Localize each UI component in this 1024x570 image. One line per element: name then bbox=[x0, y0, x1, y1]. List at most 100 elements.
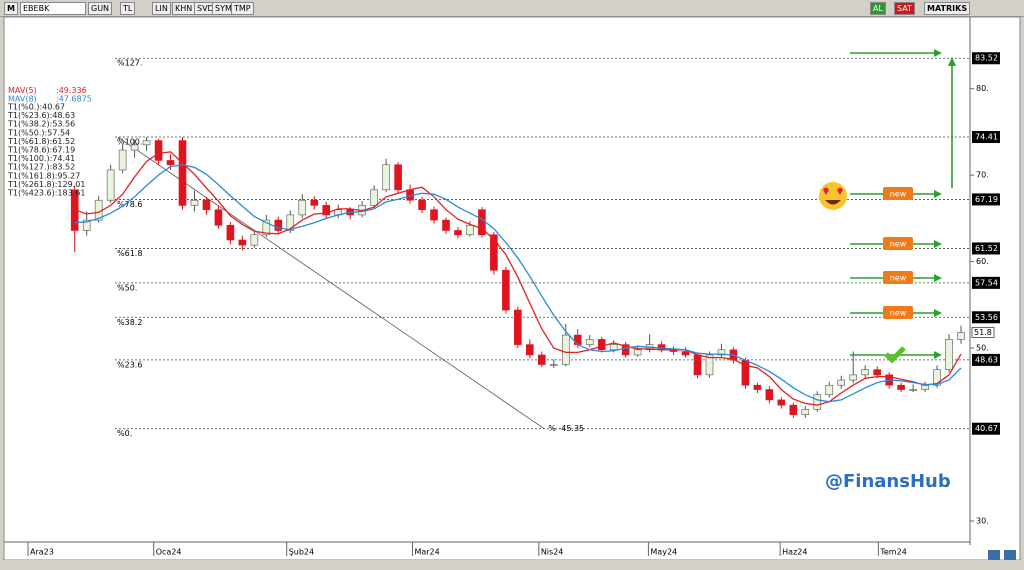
price-box bbox=[972, 311, 1000, 324]
currency-button[interactable]: TL bbox=[120, 2, 136, 15]
scroll-button[interactable] bbox=[988, 550, 1000, 560]
candle-body bbox=[561, 334, 570, 365]
candle-body bbox=[861, 369, 869, 376]
last-price-box bbox=[971, 326, 995, 338]
candle-body bbox=[274, 219, 283, 231]
indicator-line: T1(%78.6):67.19 bbox=[7, 146, 75, 155]
legend-value: :47.6875 bbox=[56, 94, 92, 103]
candle-body bbox=[921, 384, 929, 390]
candle-body bbox=[298, 199, 307, 216]
candle-body bbox=[514, 309, 522, 345]
candle-body bbox=[190, 199, 199, 206]
moving-average bbox=[74, 151, 962, 406]
price-box-label: 83.52 bbox=[975, 54, 998, 63]
price-box bbox=[972, 276, 1000, 289]
indicator-line: T1(%0.):40.67 bbox=[7, 103, 65, 112]
fib-label: %38.2 bbox=[117, 318, 142, 327]
emoji-mouth bbox=[825, 200, 841, 205]
candle-body bbox=[621, 344, 630, 356]
candle-body bbox=[526, 344, 534, 356]
status-bar bbox=[4, 560, 1020, 570]
toolbar-button[interactable]: TMP bbox=[231, 2, 254, 15]
price-box-label: 57.54 bbox=[975, 278, 998, 287]
candle-body bbox=[286, 214, 295, 231]
new-badge: new bbox=[890, 240, 907, 249]
candle-body bbox=[909, 389, 917, 391]
indicator-line: T1(%261.8):129.01 bbox=[7, 180, 85, 189]
candle-body bbox=[442, 219, 450, 231]
sell-button[interactable]: SAT bbox=[894, 2, 915, 15]
candle-body bbox=[538, 354, 546, 365]
candle-body bbox=[813, 394, 822, 410]
candle-body bbox=[837, 379, 846, 386]
legend-value: :49.336 bbox=[56, 86, 87, 95]
candle-body bbox=[957, 332, 965, 340]
candle-body bbox=[82, 219, 91, 231]
legend-entry: MAV(8):47.6875 bbox=[8, 94, 92, 103]
x-tick-label: Haz24 bbox=[782, 548, 807, 557]
x-tick-label: Ara23 bbox=[30, 548, 54, 557]
candle-body bbox=[382, 164, 390, 191]
indicator-line: T1(%127.):83.52 bbox=[7, 163, 75, 172]
y-tick-label: 80. bbox=[976, 84, 989, 93]
emoji-face bbox=[819, 182, 847, 210]
candle-body bbox=[250, 234, 259, 246]
price-box bbox=[972, 242, 1000, 255]
candle-body bbox=[118, 149, 127, 171]
y-tick-label: 50. bbox=[976, 344, 989, 353]
fib-label: %78.6 bbox=[117, 200, 142, 209]
watermark: @FinansHub bbox=[825, 471, 951, 492]
candle-body bbox=[166, 160, 175, 166]
new-badge: new bbox=[890, 274, 907, 283]
chart-background bbox=[3, 16, 1021, 561]
candle-body bbox=[753, 384, 762, 390]
new-badge: new bbox=[890, 190, 907, 199]
candle-body bbox=[609, 344, 618, 351]
price-box bbox=[972, 131, 1000, 144]
toolbar-button[interactable]: KHN bbox=[172, 2, 196, 15]
y-tick-label: 70. bbox=[976, 171, 989, 180]
x-tick-label: Nis24 bbox=[541, 548, 564, 557]
candle-body bbox=[705, 354, 714, 376]
indicator-line: T1(%23.6):48.63 bbox=[7, 111, 75, 120]
fib-label: %127. bbox=[117, 59, 142, 68]
candle-body bbox=[226, 224, 235, 241]
price-box-label: 40.67 bbox=[975, 424, 998, 433]
candle-body bbox=[897, 384, 905, 390]
menu-button[interactable]: M bbox=[4, 2, 18, 15]
legend-entry: MAV(5):49.336 bbox=[8, 86, 87, 95]
toolbar-button[interactable]: LIN bbox=[152, 2, 171, 15]
y-tick-label: 60. bbox=[976, 257, 989, 266]
price-box-label: 53.56 bbox=[975, 313, 998, 322]
candle-body bbox=[549, 364, 558, 366]
candle-body bbox=[825, 384, 834, 396]
candle-body bbox=[370, 189, 378, 206]
brand-label: MATRIKS bbox=[924, 2, 971, 15]
fib-label: %100. bbox=[117, 138, 142, 147]
candle-body bbox=[502, 269, 510, 311]
candle-body bbox=[573, 334, 582, 345]
indicator-line: T1(%38.2):53.56 bbox=[7, 120, 75, 129]
symbol-box[interactable]: EBEBK bbox=[20, 2, 86, 15]
indicator-line: T1(%423.6):183.61 bbox=[7, 189, 85, 198]
arrows bbox=[850, 49, 956, 359]
price-box bbox=[972, 193, 1000, 206]
candle-body bbox=[310, 199, 319, 206]
period-button[interactable]: GUN bbox=[88, 2, 113, 15]
candle-body bbox=[430, 209, 438, 221]
fib-label: %23.6 bbox=[117, 360, 142, 369]
candle-body bbox=[322, 205, 331, 216]
x-tick-label: May24 bbox=[650, 548, 677, 557]
buy-button[interactable]: AL bbox=[870, 2, 886, 15]
candle-body bbox=[765, 389, 774, 401]
scroll-button[interactable] bbox=[1004, 550, 1016, 560]
candle-body bbox=[945, 339, 953, 370]
price-box bbox=[972, 353, 1000, 366]
emoji-eyes bbox=[823, 187, 843, 195]
candle-body bbox=[633, 349, 642, 356]
badges: new new new new bbox=[819, 182, 913, 364]
candle-body bbox=[490, 234, 498, 271]
indicator-line: T1(%50.):57.54 bbox=[7, 128, 70, 137]
